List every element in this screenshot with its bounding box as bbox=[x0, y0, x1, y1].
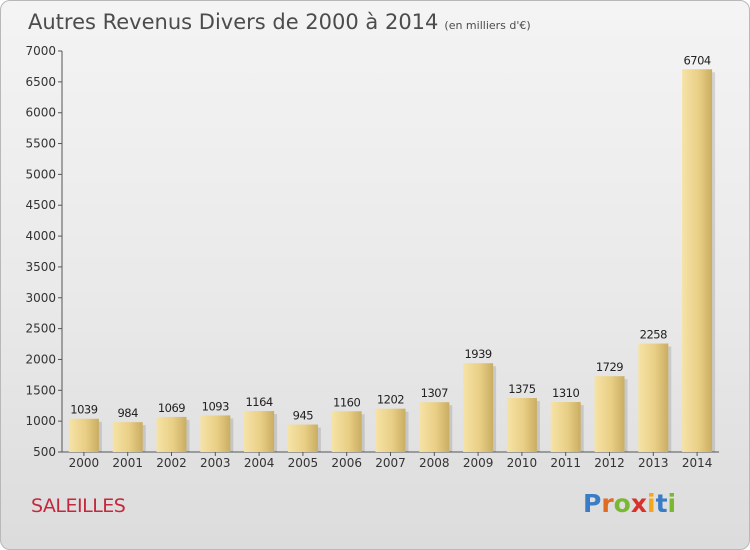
y-tick-label: 2000 bbox=[25, 352, 56, 366]
bars: 1039 984 1069 1093 1164 945 1160 1202 1307 1939 13… bbox=[68, 53, 716, 452]
y-tick-label: 5000 bbox=[25, 167, 56, 181]
bar-2004 bbox=[244, 411, 275, 452]
x-tick-label: 2003 bbox=[200, 456, 231, 470]
logo-letter: t bbox=[655, 489, 668, 518]
y-tick-label: 1000 bbox=[25, 414, 56, 428]
y-tick-label: 6500 bbox=[25, 75, 56, 89]
y-tick-label: 4000 bbox=[25, 229, 56, 243]
axes: 500 1000 1500 2000 2500 3000 3500 4000 4500 5000 5… bbox=[25, 44, 719, 470]
x-tick-label: 2014 bbox=[682, 456, 713, 470]
logo-letter: i bbox=[647, 489, 656, 518]
bar-2011 bbox=[550, 402, 581, 452]
y-tick-label: 5500 bbox=[25, 137, 56, 151]
chart-title: Autres Revenus Divers de 2000 à 2014 (en … bbox=[28, 10, 531, 34]
x-tick-label: 2004 bbox=[244, 456, 275, 470]
y-tick-label: 4500 bbox=[25, 198, 56, 212]
data-label: 1375 bbox=[508, 382, 535, 396]
data-label: 1160 bbox=[333, 395, 360, 409]
y-tick-label: 3500 bbox=[25, 260, 56, 274]
bar-2003 bbox=[200, 415, 231, 452]
bar-2014 bbox=[682, 69, 713, 452]
y-tick-label: 6000 bbox=[25, 106, 56, 120]
data-label: 1093 bbox=[202, 399, 229, 413]
logo-letter: x bbox=[630, 489, 647, 518]
data-label: 1069 bbox=[158, 401, 185, 415]
x-tick-label: 2006 bbox=[331, 456, 362, 470]
bar-2010 bbox=[506, 398, 537, 452]
x-tick-label: 2012 bbox=[594, 456, 625, 470]
x-tick-label: 2008 bbox=[419, 456, 450, 470]
y-tick-label: 3000 bbox=[25, 291, 56, 305]
x-tick-label: 2000 bbox=[69, 456, 100, 470]
x-tick-label: 2007 bbox=[375, 456, 406, 470]
data-label: 1729 bbox=[596, 360, 623, 374]
data-label: 6704 bbox=[683, 53, 710, 67]
x-tick-label: 2005 bbox=[288, 456, 319, 470]
y-tick-label: 7000 bbox=[25, 44, 56, 58]
logo-letter: r bbox=[601, 489, 614, 518]
data-label: 1310 bbox=[552, 386, 579, 400]
x-tick-label: 2013 bbox=[638, 456, 669, 470]
data-label: 1202 bbox=[377, 393, 404, 407]
town-name: SALEILLES bbox=[31, 495, 126, 517]
x-tick-label: 2002 bbox=[156, 456, 187, 470]
chart-subtitle: (en milliers d'€) bbox=[444, 19, 531, 32]
data-label: 1939 bbox=[464, 347, 491, 361]
bar-chart: 500 1000 1500 2000 2500 3000 3500 4000 4500 5000 5… bbox=[25, 44, 719, 470]
x-tick-label: 2009 bbox=[463, 456, 494, 470]
proxiti-logo: Proxiti bbox=[583, 489, 676, 518]
bar-2008 bbox=[419, 402, 450, 452]
title-text: Autres Revenus Divers de 2000 à 2014 bbox=[28, 10, 439, 34]
data-label: 1039 bbox=[70, 403, 97, 417]
data-label: 2258 bbox=[640, 328, 667, 342]
bar-2007 bbox=[375, 408, 406, 452]
bar-2013 bbox=[638, 343, 669, 452]
x-tick-label: 2010 bbox=[507, 456, 538, 470]
x-tick-label: 2001 bbox=[112, 456, 143, 470]
y-tick-label: 1500 bbox=[25, 383, 56, 397]
logo-letter: i bbox=[667, 489, 677, 518]
bar-2012 bbox=[594, 376, 625, 452]
y-tick-label: 500 bbox=[33, 445, 56, 459]
bar-2006 bbox=[331, 411, 362, 452]
logo-letter: o bbox=[613, 489, 631, 518]
data-label: 945 bbox=[293, 409, 314, 423]
bar-2005 bbox=[287, 424, 318, 452]
x-tick-label: 2011 bbox=[550, 456, 581, 470]
y-tick-label: 2500 bbox=[25, 322, 56, 336]
bar-2000 bbox=[68, 418, 99, 452]
bar-2009 bbox=[463, 363, 494, 452]
data-label: 1307 bbox=[421, 386, 448, 400]
logo-letter: P bbox=[583, 489, 602, 518]
bar-2001 bbox=[112, 422, 143, 452]
bar-2002 bbox=[156, 416, 187, 452]
data-label: 984 bbox=[117, 406, 138, 420]
data-label: 1164 bbox=[245, 395, 272, 409]
